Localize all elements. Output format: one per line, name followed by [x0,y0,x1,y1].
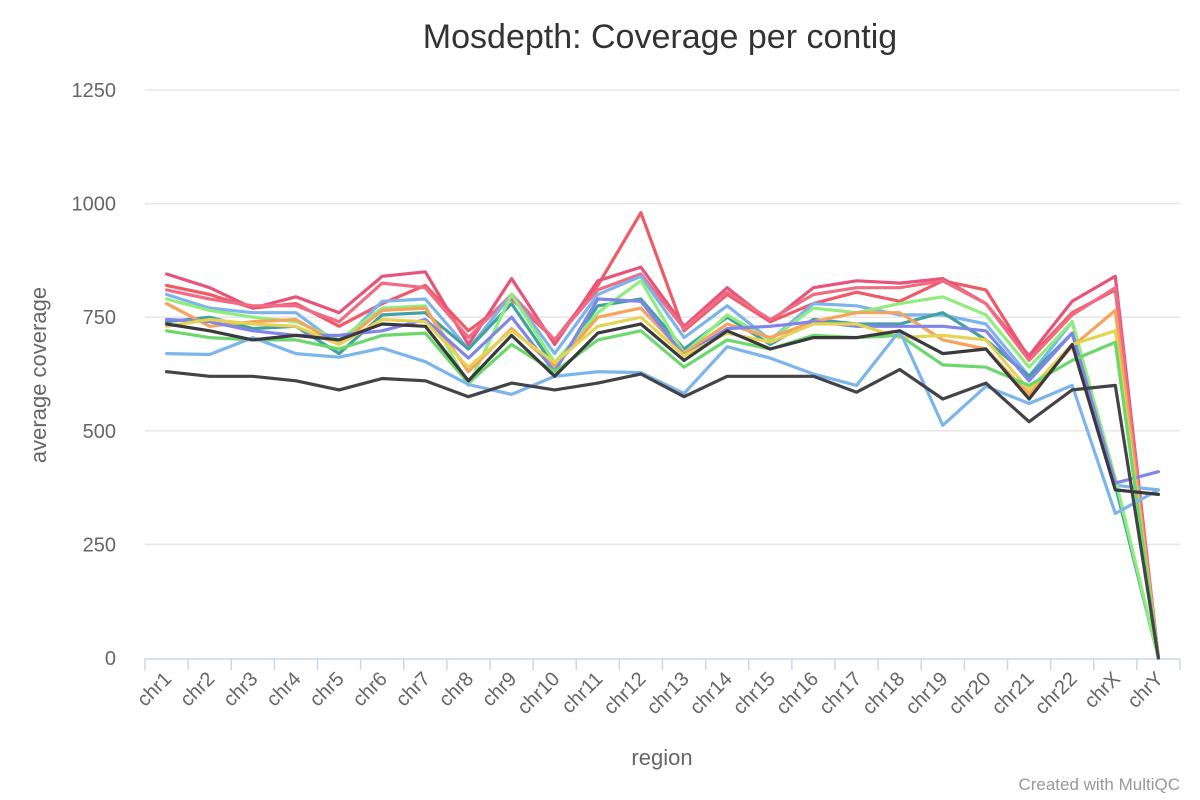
x-tick-label: chr17 [815,668,866,719]
x-tick-label: chrY [1123,668,1168,713]
x-tick-label: chr10 [513,668,564,719]
x-tick-label: chr4 [262,668,305,711]
x-tick-label: chr12 [600,668,651,719]
x-tick-label: chr21 [988,668,1039,719]
series-line-3[interactable] [165,272,1161,660]
series-line-8[interactable] [165,297,1161,485]
chart-title: Mosdepth: Coverage per contig [423,18,897,56]
x-tick-label: chr2 [176,668,219,711]
y-tick-label: 750 [83,307,116,329]
x-tick-label: chr18 [858,668,909,719]
x-tick-label: chr1 [133,668,176,711]
y-tick-label: 1250 [72,80,117,102]
series-line-10[interactable] [165,329,1161,660]
x-tick-label: chr16 [772,668,823,719]
x-axis: chr1 chr2 chr3 chr4 chr5 chr6 chr7 chr8 chr9chr1… [133,658,1181,719]
x-tick-label: chr13 [643,668,694,719]
y-tick-label: 1000 [72,194,117,216]
x-tick-label: chr8 [435,668,478,711]
credit-text[interactable]: Created with MultiQC [1018,775,1180,794]
x-tick-label: chr5 [306,668,349,711]
y-tick-label: 500 [83,421,116,443]
series-line-13[interactable] [165,322,1161,496]
x-tick-label: chrX [1080,668,1125,713]
x-tick-label: chr14 [686,668,737,719]
series-line-12[interactable] [165,367,1161,660]
y-axis: 0 250 500 750 1000 1250 [72,80,117,670]
x-tick-label: chr6 [349,668,392,711]
series-line-1[interactable] [165,211,1161,660]
x-tick-label: chr7 [392,668,435,711]
x-axis-label: region [631,745,692,770]
x-tick-label: chr3 [219,668,262,711]
x-tick-label: chr19 [901,668,952,719]
series-line-9[interactable] [165,315,1161,660]
x-tick-label: chr20 [945,668,996,719]
x-tick-label: chr15 [729,668,780,719]
y-tick-label: 250 [83,534,116,556]
y-axis-label: average coverage [26,287,51,463]
x-tick-label: chr11 [557,668,607,718]
x-tick-label: chr22 [1031,668,1082,719]
series-lines [165,211,1161,660]
y-tick-label: 0 [105,648,116,670]
